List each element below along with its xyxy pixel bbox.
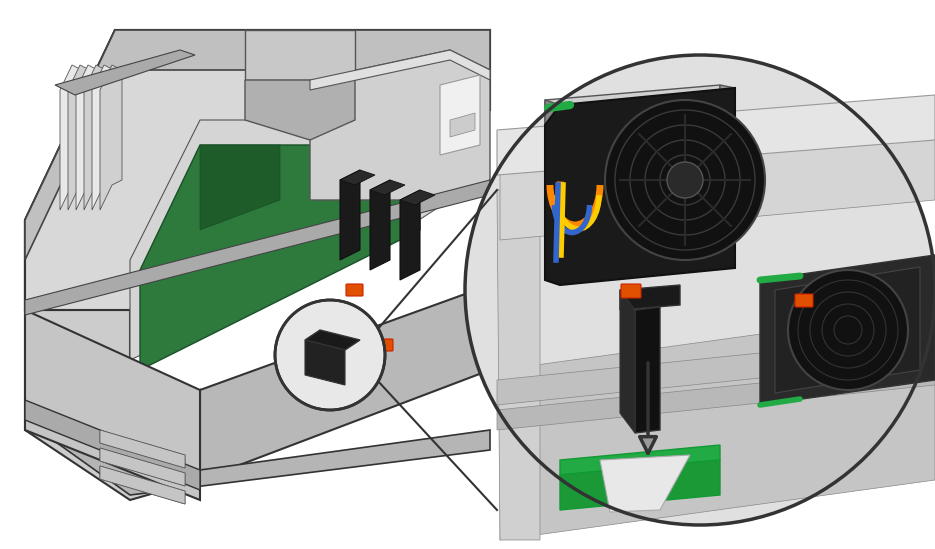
Polygon shape xyxy=(92,65,114,210)
Polygon shape xyxy=(60,65,82,210)
Circle shape xyxy=(605,100,765,260)
Polygon shape xyxy=(68,65,90,210)
Polygon shape xyxy=(25,180,490,315)
Polygon shape xyxy=(25,30,490,310)
Polygon shape xyxy=(25,30,490,310)
FancyBboxPatch shape xyxy=(346,284,363,296)
Polygon shape xyxy=(440,75,480,155)
Polygon shape xyxy=(370,180,390,270)
Polygon shape xyxy=(635,307,660,433)
Polygon shape xyxy=(340,170,375,185)
Polygon shape xyxy=(545,100,560,285)
Polygon shape xyxy=(760,255,935,405)
Polygon shape xyxy=(497,190,540,540)
Polygon shape xyxy=(305,340,345,385)
Polygon shape xyxy=(84,65,106,210)
Polygon shape xyxy=(497,95,935,175)
Polygon shape xyxy=(340,170,360,260)
Polygon shape xyxy=(775,267,920,393)
Circle shape xyxy=(788,270,908,390)
Polygon shape xyxy=(200,285,490,480)
Polygon shape xyxy=(100,430,185,468)
Polygon shape xyxy=(720,85,735,268)
Polygon shape xyxy=(245,30,355,80)
Polygon shape xyxy=(200,145,280,230)
Polygon shape xyxy=(25,220,200,500)
Polygon shape xyxy=(500,310,935,540)
Polygon shape xyxy=(25,400,200,490)
Polygon shape xyxy=(545,88,735,285)
Polygon shape xyxy=(497,335,935,405)
Polygon shape xyxy=(130,120,450,360)
FancyBboxPatch shape xyxy=(281,354,298,366)
Polygon shape xyxy=(560,460,720,510)
Polygon shape xyxy=(100,448,185,486)
FancyBboxPatch shape xyxy=(795,294,813,307)
Polygon shape xyxy=(25,30,490,260)
Polygon shape xyxy=(100,448,185,486)
Polygon shape xyxy=(100,430,185,468)
Circle shape xyxy=(667,162,703,198)
Polygon shape xyxy=(370,180,405,195)
Polygon shape xyxy=(100,466,185,504)
Polygon shape xyxy=(450,113,475,137)
Polygon shape xyxy=(100,466,185,504)
Circle shape xyxy=(465,55,935,525)
Polygon shape xyxy=(400,190,420,280)
FancyBboxPatch shape xyxy=(621,284,641,298)
Polygon shape xyxy=(245,80,355,140)
Polygon shape xyxy=(100,65,122,210)
Polygon shape xyxy=(600,455,690,512)
Polygon shape xyxy=(305,330,360,350)
Polygon shape xyxy=(25,400,490,495)
FancyBboxPatch shape xyxy=(376,339,393,351)
Circle shape xyxy=(275,300,385,410)
Polygon shape xyxy=(55,50,195,95)
Polygon shape xyxy=(310,50,490,200)
Polygon shape xyxy=(25,310,200,500)
Polygon shape xyxy=(76,65,98,210)
Polygon shape xyxy=(400,190,435,205)
Polygon shape xyxy=(620,290,635,433)
Polygon shape xyxy=(497,365,935,430)
Polygon shape xyxy=(140,145,420,370)
Polygon shape xyxy=(500,100,935,240)
Polygon shape xyxy=(620,285,680,310)
Polygon shape xyxy=(560,445,720,475)
Polygon shape xyxy=(310,50,490,90)
Polygon shape xyxy=(545,85,720,125)
